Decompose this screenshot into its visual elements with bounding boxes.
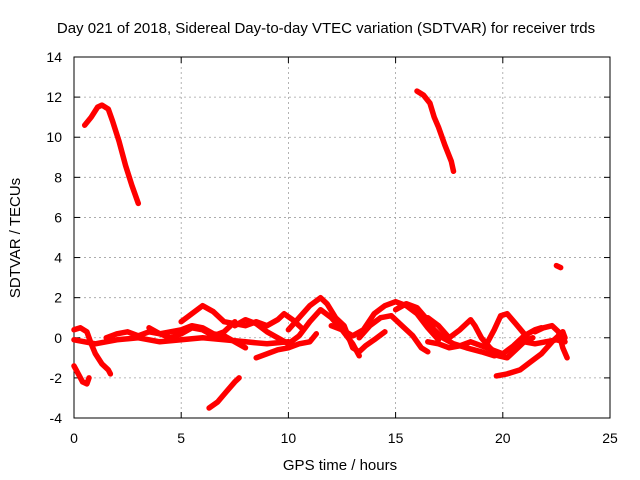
plot-frame (73, 56, 611, 419)
series-arc-13 (285, 294, 388, 355)
data-series (71, 88, 570, 411)
series-arc-6 (71, 325, 114, 377)
series-arc-2 (414, 88, 457, 175)
x-tick-label: 10 (281, 430, 297, 446)
x-axis: 0 5 10 15 20 25 (70, 57, 618, 446)
y-tick-label: 6 (54, 209, 62, 225)
x-tick-label: 5 (177, 430, 185, 446)
y-tick-label: -4 (50, 410, 63, 426)
series-arc-10 (178, 302, 305, 331)
series-arc-14 (328, 298, 442, 343)
y-tick-label: 2 (54, 290, 62, 306)
series-arc-12 (253, 331, 320, 361)
x-tick-label: 0 (70, 430, 78, 446)
series-arc-4 (206, 375, 242, 411)
series-arc-15 (356, 312, 431, 355)
series-arc-22 (532, 322, 570, 361)
series-arc-19 (485, 310, 534, 345)
x-axis-label: GPS time / hours (283, 457, 397, 474)
series-arc-1 (81, 102, 142, 207)
series-arc-7 (71, 335, 292, 347)
y-tick-label: -2 (50, 370, 63, 386)
series-arc-3 (553, 262, 564, 271)
series-arc-16 (392, 300, 506, 359)
y-axis-label: SDTVAR / TECUs (7, 178, 24, 298)
y-tick-label: 8 (54, 169, 62, 185)
y-tick-label: 14 (46, 49, 62, 65)
y-tick-label: 0 (54, 330, 62, 346)
series-arc-17 (425, 314, 536, 361)
y-tick-label: 10 (46, 129, 62, 145)
series-arc-9 (146, 322, 249, 351)
series-arc-5 (71, 363, 92, 387)
y-axis: -4 -2 0 2 4 6 8 10 12 14 (46, 49, 610, 426)
y-tick-label: 12 (46, 89, 62, 105)
x-tick-label: 20 (495, 430, 511, 446)
x-tick-label: 15 (388, 430, 404, 446)
x-tick-label: 25 (602, 430, 618, 446)
y-tick-label: 4 (54, 250, 62, 266)
chart-title: Day 021 of 2018, Sidereal Day-to-day VTE… (57, 20, 595, 37)
